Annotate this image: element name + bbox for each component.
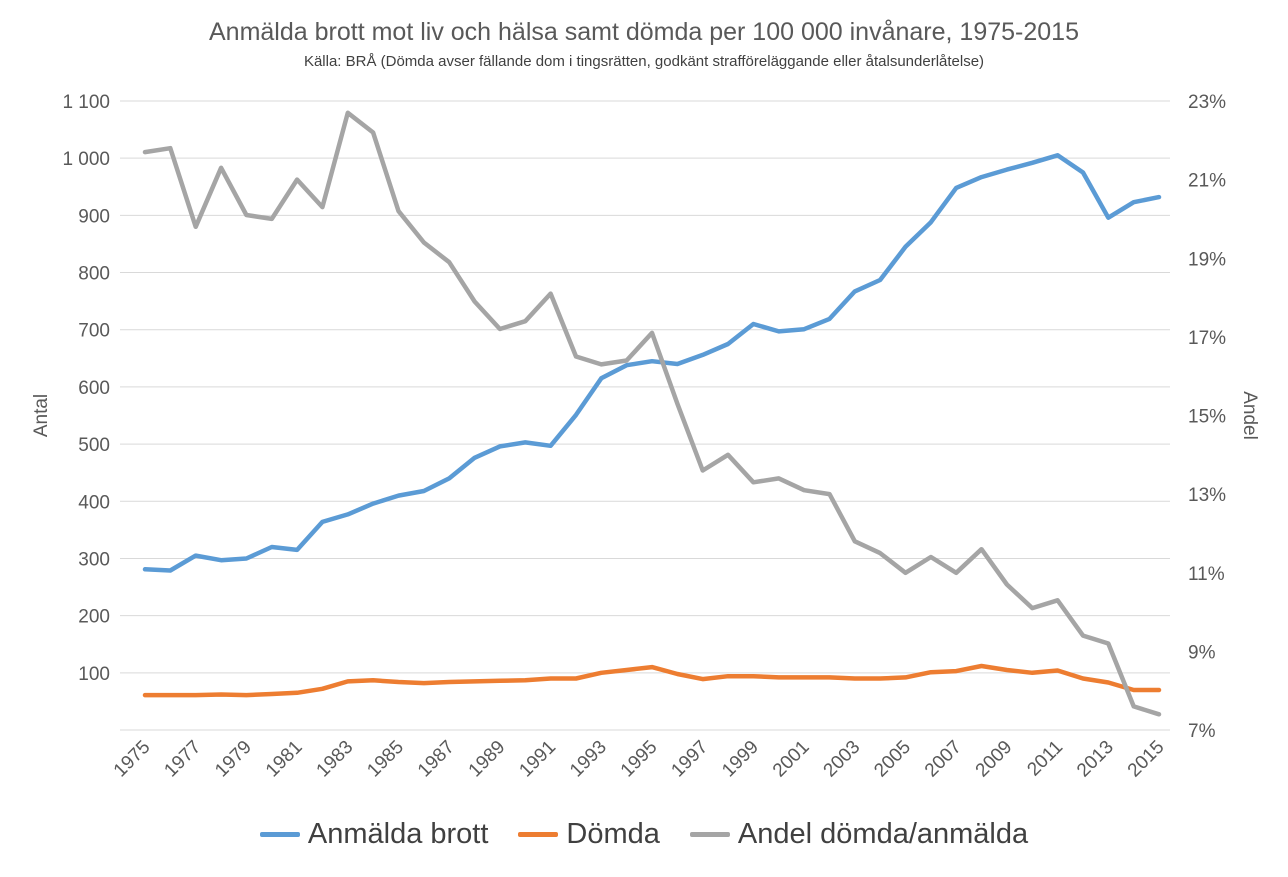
chart-title: Anmälda brott mot liv och hälsa samt döm… [209,18,1079,46]
y-tick-label: 200 [78,607,110,628]
chart-subtitle: Källa: BRÅ (Dömda avser fällande dom i t… [303,53,985,70]
x-tick-label: 1993 [566,737,611,782]
y-tick-label: 1 000 [62,149,110,170]
x-tick-label: 1977 [160,737,205,782]
y2-axis-label: Andel [1239,391,1260,440]
series-line-2 [142,110,1162,717]
y2-tick-label: 23% [1188,92,1226,113]
y-tick-label: 600 [78,378,110,399]
legend: Anmälda brott Dömda Andel dömda/anmälda [0,818,1288,851]
x-tick-label: 2003 [820,737,865,782]
y2-tick-label: 17% [1188,328,1226,349]
legend-swatch-anmalda [259,832,300,837]
legend-item-anmalda: Anmälda brott [259,818,489,851]
y2-tick-label: 19% [1188,249,1226,270]
series-line-0 [142,153,1162,573]
x-tick-label: 2013 [1073,737,1118,782]
y-tick-label: 800 [78,264,110,285]
legend-item-domda: Dömda [518,818,660,851]
x-tick-label: 1979 [211,737,256,782]
y2-tick-label: 15% [1188,407,1226,428]
x-tick-label: 1975 [110,737,155,782]
x-tick-label: 2005 [870,737,915,782]
x-tick-label: 2007 [921,737,966,782]
x-tick-label: 2001 [769,737,814,782]
x-tick-label: 1995 [617,737,662,782]
legend-label-anmalda: Anmälda brott [307,818,489,850]
y-tick-label: 500 [78,435,110,456]
y-tick-label: 400 [78,492,110,513]
x-tick-label: 1985 [363,737,408,782]
series-line-1 [142,663,1162,698]
x-tick-label: 1981 [262,737,307,782]
x-tick-label: 2009 [972,737,1017,782]
legend-swatch-andel [689,832,730,837]
x-tick-label: 2011 [1023,737,1067,781]
y-tick-label: 100 [78,664,110,685]
legend-swatch-domda [518,832,559,837]
y-axis-label: Antal [31,394,52,437]
y-tick-label: 900 [78,206,110,227]
legend-label-domda: Dömda [566,818,660,850]
y2-tick-label: 11% [1188,564,1225,585]
x-tick-label: 1987 [414,737,459,782]
x-tick-label: 1997 [667,737,712,782]
y2-tick-label: 21% [1188,171,1226,192]
x-tick-label: 2015 [1124,737,1169,782]
y-tick-label: 1 100 [62,92,110,113]
x-tick-label: 1989 [465,737,510,782]
legend-label-andel: Andel dömda/anmälda [737,818,1029,850]
x-tick-label: 1991 [515,737,560,782]
y2-tick-label: 7% [1188,721,1216,742]
x-tick-label: 1983 [313,737,358,782]
y-tick-label: 700 [78,321,110,342]
legend-item-andel: Andel dömda/anmälda [689,818,1029,851]
x-tick-label: 1999 [718,737,763,782]
y2-tick-label: 9% [1188,642,1216,663]
y2-tick-label: 13% [1188,485,1226,506]
y-tick-label: 300 [78,549,110,570]
